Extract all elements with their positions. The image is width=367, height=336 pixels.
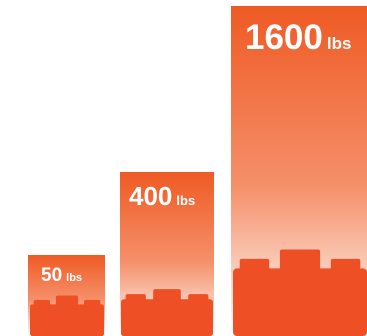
data-label-value: 1600 — [245, 18, 323, 57]
large-load-icon — [233, 249, 367, 336]
icons-group — [30, 249, 367, 336]
data-label-unit: lbs — [66, 272, 82, 284]
data-label-unit: lbs — [176, 193, 195, 208]
data-label-50: 50 lbs — [41, 265, 82, 286]
medium-load-icon — [121, 289, 213, 336]
data-label-1600: 1600 lbs — [245, 18, 351, 57]
small-load-icon — [30, 295, 104, 336]
data-label-value: 50 — [41, 265, 62, 286]
data-label-unit: lbs — [327, 34, 352, 53]
data-label-400: 400 lbs — [129, 181, 195, 211]
data-label-value: 400 — [129, 181, 172, 211]
